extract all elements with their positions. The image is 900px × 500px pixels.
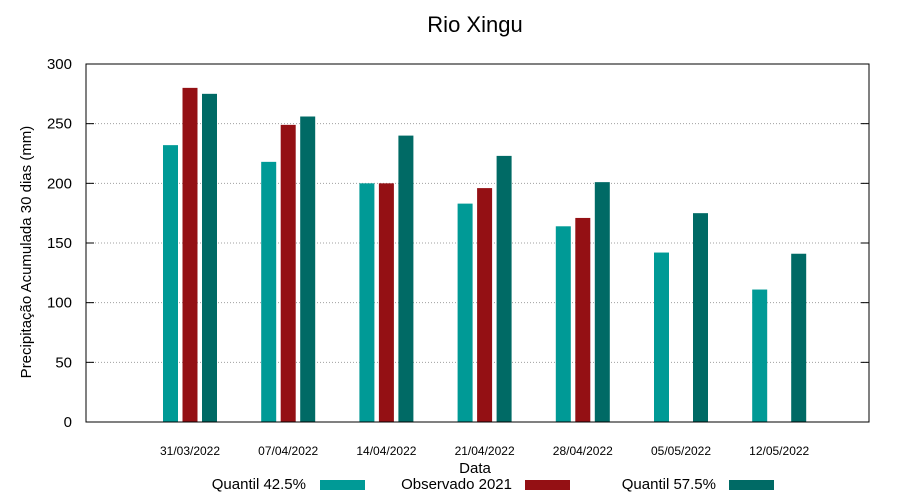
y-axis-label: Precipitação Acumulada 30 dias (mm)	[18, 126, 35, 379]
legend-label: Observado 2021	[401, 476, 512, 493]
y-axis-ticks: 0 50 100 150 200 250 300	[47, 56, 869, 431]
x-tick-label: 05/05/2022	[651, 444, 711, 458]
bar	[791, 253, 807, 422]
bar	[496, 155, 512, 423]
bar	[261, 161, 277, 422]
bar	[359, 183, 375, 422]
x-axis-label: Data	[459, 460, 491, 477]
y-tick-label: 50	[55, 354, 72, 371]
bar	[163, 145, 178, 422]
legend-label: Quantil 57.5%	[622, 476, 716, 493]
y-tick-label: 200	[47, 175, 72, 192]
x-tick-label: 07/04/2022	[258, 444, 318, 458]
bar	[457, 203, 473, 422]
bar	[182, 87, 198, 422]
legend-swatch	[729, 480, 774, 490]
x-tick-label: 31/03/2022	[160, 444, 220, 458]
legend-label: Quantil 42.5%	[212, 476, 306, 493]
bar	[575, 217, 591, 422]
y-tick-label: 0	[64, 414, 72, 431]
x-axis-ticks: 31/03/2022 07/04/2022 14/04/2022 21/04/2022…	[160, 444, 810, 458]
x-tick-label: 21/04/2022	[455, 444, 515, 458]
bar	[477, 188, 493, 422]
x-tick-label: 12/05/2022	[749, 444, 809, 458]
bar	[654, 252, 669, 422]
bar	[280, 124, 296, 423]
bar	[300, 116, 316, 423]
y-tick-label: 100	[47, 295, 72, 312]
bar	[693, 213, 708, 422]
y-tick-label: 300	[47, 56, 72, 73]
y-tick-label: 150	[47, 235, 72, 252]
bar	[752, 289, 768, 422]
bar	[202, 93, 217, 422]
legend: Quantil 42.5% Observado 2021 Quantil 57.5%	[212, 476, 774, 493]
bars	[163, 87, 807, 423]
bar	[398, 135, 414, 422]
bar	[378, 183, 394, 422]
x-tick-label: 28/04/2022	[553, 444, 613, 458]
legend-swatch	[525, 480, 570, 490]
bar	[555, 226, 571, 422]
legend-swatch	[320, 480, 365, 490]
bar	[594, 182, 610, 422]
chart-title: Rio Xingu	[427, 12, 522, 37]
x-tick-label: 14/04/2022	[356, 444, 416, 458]
y-tick-label: 250	[47, 116, 72, 133]
